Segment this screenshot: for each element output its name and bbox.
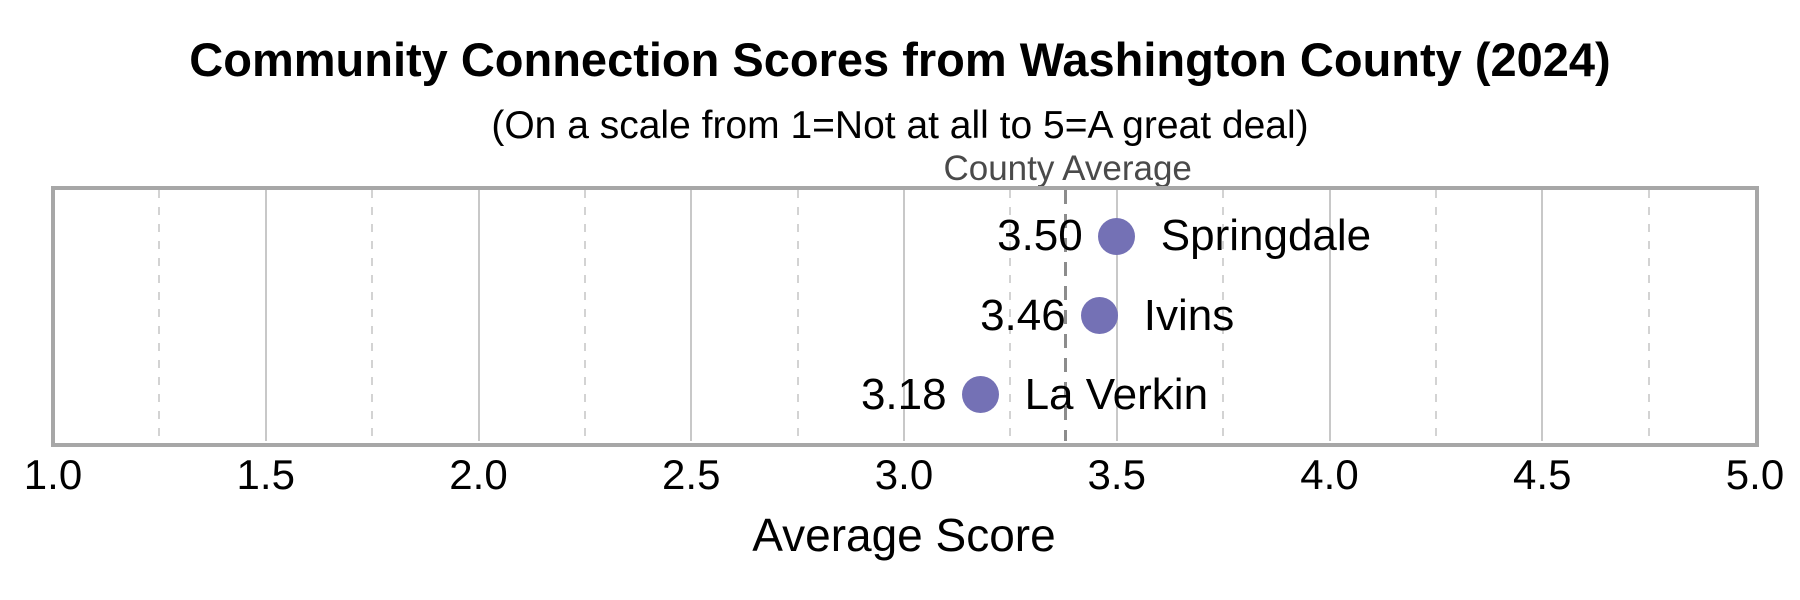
point-value-label: 3.46 [980,290,1066,340]
major-gridline [477,190,480,441]
minor-gridline [1222,190,1225,441]
chart-subtitle: (On a scale from 1=Not at all to 5=A gre… [491,104,1309,147]
minor-gridline [796,190,799,441]
major-gridline [903,190,905,441]
x-tick-label: 3.5 [1087,451,1146,498]
plot-area-border [51,186,1759,447]
major-gridline [690,190,693,441]
x-tick-label: 2.5 [662,451,721,498]
minor-gridline [158,190,161,441]
chart-title: Community Connection Scores from Washing… [189,33,1611,86]
reference-line-label: County Average [943,149,1192,188]
minor-gridline [1434,190,1437,441]
x-axis-title: Average Score [752,509,1056,561]
x-tick-label: 3.0 [874,451,934,498]
point-value-label: 3.18 [860,369,947,419]
data-point-dot [1098,217,1136,255]
x-tick-label: 2.0 [449,451,508,498]
x-tick-label: 1.0 [23,451,83,498]
x-tick-label: 4.0 [1300,451,1359,498]
county-average-line [1064,190,1068,441]
minor-gridline [1009,190,1012,441]
major-gridline [264,190,267,441]
point-value-label: 3.50 [997,211,1083,261]
major-gridline [1328,190,1331,441]
data-point-dot [1081,297,1119,334]
point-city-label: Springdale [1160,211,1372,261]
data-point-dot [962,376,1000,414]
major-gridline [1541,190,1544,441]
point-city-label: La Verkin [1024,369,1209,419]
x-tick-label: 5.0 [1725,451,1785,498]
x-tick-label: 4.5 [1513,451,1572,498]
point-city-label: Ivins [1143,290,1235,340]
minor-gridline [1647,190,1650,441]
minor-gridline [583,190,586,441]
minor-gridline [371,190,374,441]
x-tick-label: 1.5 [236,451,295,498]
